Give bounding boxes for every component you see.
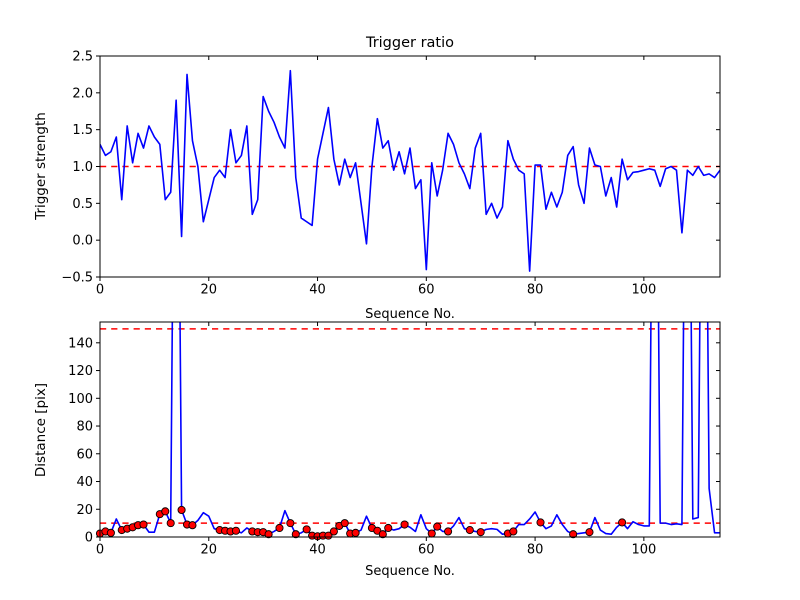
data-point-marker: [444, 527, 453, 536]
y-tick-label: 120: [68, 364, 93, 379]
data-point-marker: [509, 527, 518, 536]
data-point-marker: [384, 523, 393, 533]
data-point-marker: [139, 520, 148, 529]
y-tick-label: 1.0: [72, 160, 93, 175]
y-tick-label: 60: [76, 447, 93, 462]
data-point-marker: [433, 522, 442, 531]
chart-title: Trigger ratio: [365, 35, 455, 51]
data-point-marker: [329, 527, 338, 536]
x-tick-label: 60: [418, 543, 435, 558]
x-tick-label: 40: [309, 283, 326, 298]
data-point-marker: [585, 528, 594, 537]
data-point-marker: [302, 525, 311, 534]
x-tick-label: 60: [418, 283, 435, 298]
data-point-marker: [427, 529, 436, 538]
data-point-marker: [264, 530, 273, 539]
y-tick-label: 1.5: [72, 123, 93, 138]
x-tick-label: 80: [527, 543, 544, 558]
data-point-marker: [286, 519, 295, 528]
data-point-marker: [275, 523, 284, 533]
x-tick-label: 0: [96, 543, 104, 558]
y-tick-label: 20: [76, 503, 93, 518]
axes-spine: [99, 321, 721, 538]
top-y-axis-label: Trigger strength: [33, 112, 49, 220]
top-x-axis-label: Sequence No.: [365, 307, 455, 322]
data-point-marker: [188, 521, 197, 530]
x-tick-label: 20: [200, 283, 217, 298]
data-point-marker: [166, 519, 175, 528]
x-tick-label: 100: [631, 283, 656, 298]
x-tick-label: 100: [631, 543, 656, 558]
x-tick-label: 0: [96, 283, 104, 298]
data-point-marker: [351, 528, 360, 537]
y-tick-label: 80: [76, 420, 93, 435]
y-tick-label: 0.0: [72, 234, 93, 249]
x-tick-label: 40: [309, 543, 326, 558]
data-point-marker: [569, 530, 578, 539]
data-line: [100, 322, 720, 538]
data-point-marker: [378, 530, 387, 539]
data-point-marker: [476, 528, 485, 537]
y-tick-label: 0.5: [72, 197, 93, 212]
y-tick-label: −0.5: [61, 271, 93, 286]
data-point-marker: [340, 519, 349, 528]
y-tick-label: 2.0: [72, 86, 93, 101]
data-point-marker: [161, 507, 170, 516]
data-line: [100, 69, 720, 272]
y-tick-label: 100: [68, 392, 93, 407]
x-tick-label: 20: [200, 543, 217, 558]
data-point-marker: [465, 526, 474, 535]
x-tick-label: 80: [527, 283, 544, 298]
bottom-y-axis-label: Distance [pix]: [33, 382, 49, 478]
data-point-marker: [618, 518, 627, 527]
y-tick-label: 40: [76, 475, 93, 490]
data-point-marker: [536, 518, 545, 527]
bottom-x-axis-label: Sequence No.: [365, 564, 455, 579]
data-point-marker: [231, 526, 241, 535]
data-point-marker: [177, 505, 186, 515]
data-point-marker: [291, 530, 300, 539]
y-tick-label: 2.5: [72, 50, 93, 65]
data-point-marker: [106, 528, 115, 537]
y-tick-label: 0: [85, 531, 93, 546]
y-tick-label: 140: [68, 336, 93, 351]
data-point-marker: [400, 520, 409, 529]
